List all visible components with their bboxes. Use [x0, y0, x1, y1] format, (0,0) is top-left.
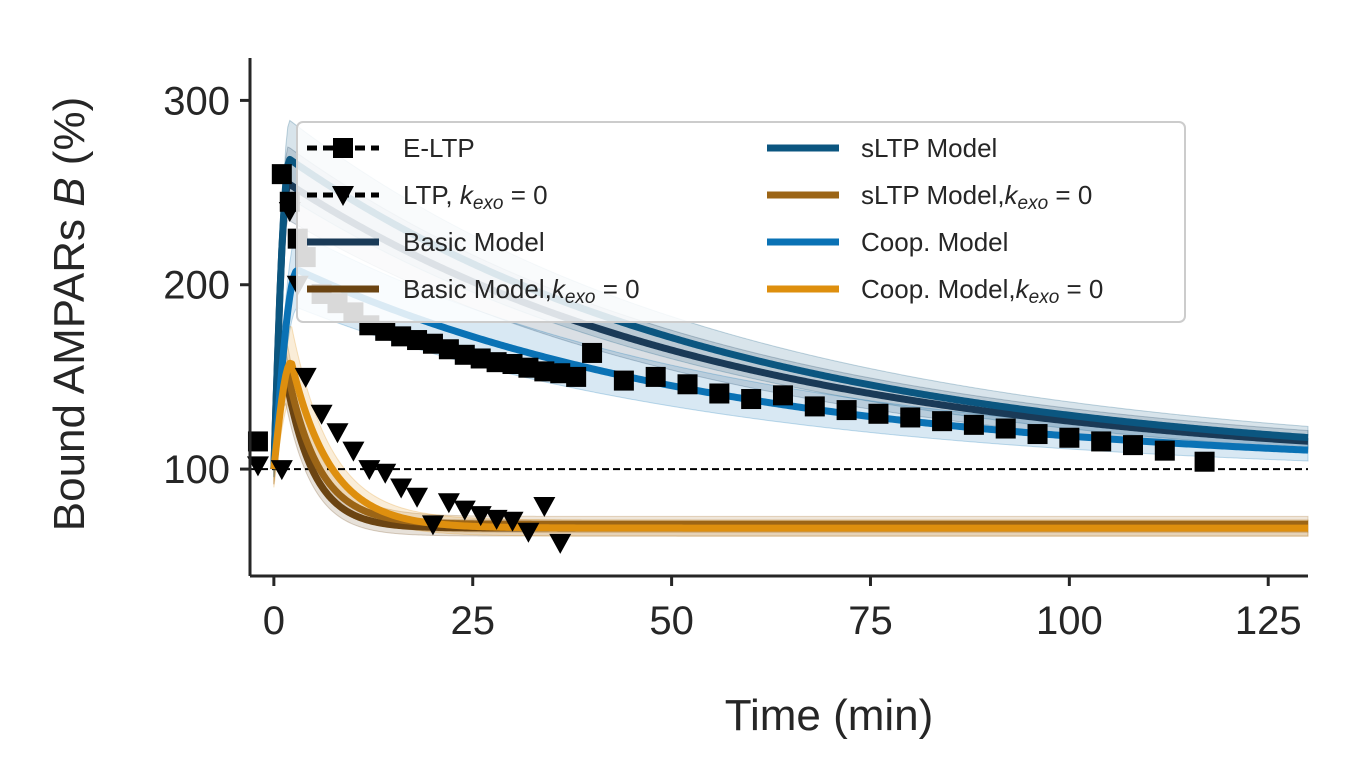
data-point-square [470, 348, 491, 369]
data-point-square [677, 374, 698, 395]
data-point-square [645, 366, 666, 387]
data-point-triangle [326, 423, 349, 444]
model-line-5 [270, 359, 1310, 532]
x-axis-label: Time (min) [725, 691, 934, 740]
legend-marker-triangle [332, 186, 354, 206]
data-point-triangle [549, 533, 572, 554]
x-tick-label: 100 [1036, 599, 1103, 643]
data-point-square [271, 164, 292, 185]
x-tick-label: 25 [450, 599, 495, 643]
y-axis-label-var: B [45, 177, 94, 206]
data-point-triangle [310, 404, 333, 425]
data-point-triangle [421, 515, 444, 536]
data-point-triangle [453, 500, 476, 521]
x-tick-label: 50 [649, 599, 694, 643]
data-point-square [1194, 451, 1215, 472]
data-point-square [1027, 424, 1048, 445]
data-point-triangle [517, 522, 540, 543]
data-point-square [486, 352, 507, 373]
data-point-square [772, 385, 793, 406]
data-point-square [613, 370, 634, 391]
data-point-triangle [390, 478, 413, 499]
y-tick-label: 300 [163, 79, 230, 123]
data-point-square [868, 403, 889, 424]
y-axis-label: Bound AMPARs B (%) [45, 97, 94, 531]
legend-label: Coop. Model [861, 227, 1008, 257]
data-point-square [375, 320, 396, 341]
legend-label: sLTP Model,kexo = 0 [861, 180, 1092, 214]
data-point-square [566, 366, 587, 387]
x-tick-label: 125 [1235, 599, 1302, 643]
legend-label: Basic Model [403, 227, 545, 257]
data-point-triangle [485, 509, 508, 530]
data-point-triangle [246, 456, 269, 477]
legend-label: LTP, kexo = 0 [403, 180, 548, 214]
data-point-square [995, 418, 1016, 439]
data-point-triangle [437, 493, 460, 514]
legend-label: sLTP Model [861, 133, 997, 163]
data-point-square [741, 389, 762, 410]
data-point-triangle [469, 506, 492, 527]
data-point-square [932, 411, 953, 432]
data-point-square [804, 396, 825, 417]
data-point-square [438, 339, 459, 360]
y-axis-label-suffix: (%) [45, 97, 94, 178]
legend-label: E-LTP [403, 133, 475, 163]
data-point-square [247, 431, 268, 452]
data-point-triangle [374, 463, 397, 484]
data-point-square [454, 344, 475, 365]
x-tick-label: 0 [263, 599, 285, 643]
data-point-square [502, 354, 523, 375]
data-point-triangle [270, 460, 293, 481]
y-axis-label-prefix: Bound AMPARs [45, 207, 94, 531]
data-point-square [422, 333, 443, 354]
x-tick-label: 75 [848, 599, 893, 643]
data-point-square [1154, 440, 1175, 461]
data-point-square [1091, 431, 1112, 452]
y-tick-label: 100 [163, 448, 230, 492]
legend-frame [296, 121, 1186, 323]
data-point-triangle [294, 367, 317, 388]
y-tick-label: 200 [163, 264, 230, 308]
legend-label: Basic Model,kexo = 0 [403, 274, 640, 308]
data-point-triangle [406, 487, 429, 508]
data-point-square [518, 357, 539, 378]
data-point-square [836, 400, 857, 421]
data-point-square [391, 326, 412, 347]
data-point-square [963, 414, 984, 435]
data-point-square [709, 383, 730, 404]
data-point-square [534, 361, 555, 382]
data-point-square [407, 330, 428, 351]
data-point-triangle [501, 511, 524, 532]
legend-marker-square [333, 138, 353, 158]
data-point-triangle [533, 496, 556, 517]
data-point-triangle [342, 441, 365, 462]
data-point-square [550, 363, 571, 384]
data-point-square [900, 407, 921, 428]
data-point-triangle [358, 460, 381, 481]
data-point-square [1122, 435, 1143, 456]
data-point-square [582, 342, 603, 363]
legend-label: Coop. Model,kexo = 0 [861, 274, 1103, 308]
data-point-triangle [278, 202, 301, 223]
data-point-square [1059, 427, 1080, 448]
legend: E-LTP LTP, kexo = 0 Basic Model Basic Model… [296, 121, 1186, 323]
axes: 0 25 50 75 100 125 100 200 300 [163, 58, 1308, 643]
